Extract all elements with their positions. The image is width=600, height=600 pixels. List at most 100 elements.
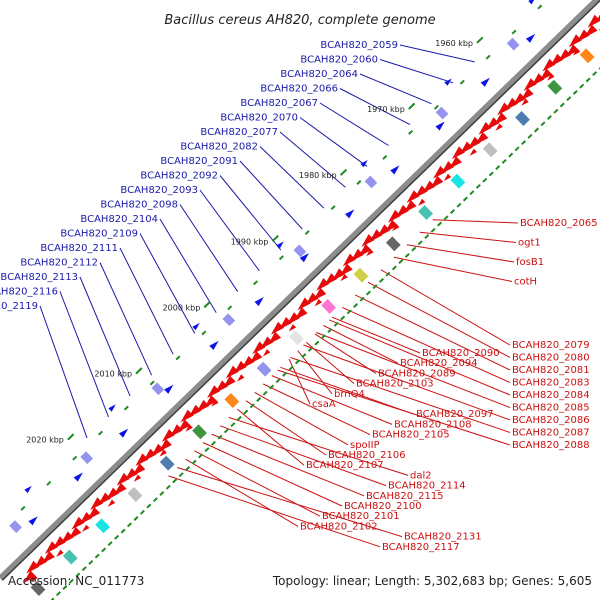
track-dash bbox=[68, 578, 74, 584]
reverse-gene-arrow bbox=[222, 375, 236, 389]
feature-box bbox=[579, 48, 595, 64]
feature-box bbox=[293, 244, 307, 258]
reverse-gene-arrow bbox=[30, 574, 38, 582]
reverse-gene-arrow bbox=[26, 560, 40, 574]
reverse-gene-label: csaA bbox=[312, 399, 336, 410]
forward-gene-arrow bbox=[73, 472, 83, 482]
forward-label-leader bbox=[239, 160, 303, 230]
track-dash bbox=[537, 4, 543, 10]
reverse-label-leader bbox=[329, 319, 511, 396]
reverse-gene-arrow bbox=[159, 449, 167, 457]
track-dash bbox=[417, 240, 423, 246]
reverse-gene-arrow bbox=[44, 541, 58, 554]
reverse-gene-arrow bbox=[495, 123, 503, 131]
forward-label-leader bbox=[279, 131, 346, 188]
reverse-gene-arrow bbox=[177, 419, 191, 433]
reverse-label-leader bbox=[202, 442, 343, 507]
reverse-gene-arrow bbox=[97, 492, 111, 506]
reverse-gene-label: BCAH820_2094 bbox=[400, 358, 478, 369]
reverse-label-leader bbox=[354, 294, 511, 371]
track-dash bbox=[314, 340, 320, 346]
scale-tick-label: 2020 kbp bbox=[26, 436, 64, 445]
reverse-label-leader bbox=[305, 341, 355, 384]
forward-label-leader bbox=[59, 291, 109, 418]
scale-tick-mark bbox=[476, 36, 484, 44]
reverse-gene-arrow bbox=[406, 190, 420, 203]
reverse-gene-arrow bbox=[565, 44, 579, 57]
track-dash bbox=[133, 516, 139, 521]
feature-box bbox=[127, 487, 143, 502]
scale-tick-mark bbox=[67, 433, 75, 441]
reverse-gene-arrow bbox=[539, 68, 553, 82]
reverse-gene-arrow bbox=[87, 507, 101, 520]
reverse-label-leader bbox=[194, 450, 321, 517]
forward-label-leader bbox=[199, 189, 260, 272]
feature-box bbox=[159, 455, 175, 471]
reverse-gene-arrow bbox=[584, 24, 598, 38]
reverse-gene-arrow bbox=[305, 292, 319, 306]
reverse-gene-arrow bbox=[151, 443, 165, 457]
track-dash bbox=[20, 505, 26, 511]
track-dash bbox=[243, 409, 249, 415]
reverse-gene-arrow bbox=[414, 185, 428, 199]
reverse-gene-arrow bbox=[237, 374, 245, 382]
reverse-gene-arrow bbox=[497, 102, 511, 116]
reverse-gene-arrow bbox=[350, 248, 364, 262]
forward-gene-arrow bbox=[209, 340, 219, 351]
reverse-gene-arrow bbox=[133, 474, 142, 482]
reverse-gene-arrow bbox=[369, 229, 383, 243]
gene-labels: BCAH820_2059 BCAH820_2060 BCAH820_2064 BCAH… bbox=[0, 40, 598, 553]
forward-label-leader bbox=[319, 102, 389, 146]
track-dash bbox=[175, 355, 181, 361]
reverse-gene-arrow bbox=[135, 453, 149, 467]
reverse-gene-label: BCAH820_2086 bbox=[512, 415, 590, 426]
reverse-gene-arrow bbox=[486, 117, 500, 130]
reverse-gene-arrow bbox=[90, 497, 104, 511]
reverse-gene-arrow bbox=[395, 204, 409, 218]
reverse-gene-arrow bbox=[204, 395, 218, 408]
scale-tick-label: 2010 kbp bbox=[94, 370, 132, 379]
reverse-gene-arrow bbox=[185, 424, 193, 432]
track-dash bbox=[508, 152, 514, 158]
forward-gene-label: BCAH820_2116 bbox=[0, 287, 58, 298]
reverse-gene-arrow bbox=[377, 224, 391, 238]
track-dash bbox=[408, 129, 414, 135]
feature-box bbox=[385, 236, 401, 252]
reverse-label-leader bbox=[316, 332, 511, 408]
reverse-gene-label: BCAH820_2065 bbox=[520, 218, 598, 229]
reverse-gene-arrow bbox=[116, 472, 130, 486]
forward-gene-label: BCAH820_2104 bbox=[80, 214, 158, 225]
track-dash bbox=[72, 455, 78, 461]
feature-box bbox=[435, 106, 449, 120]
reverse-gene-label: BCAH820_2131 bbox=[404, 532, 482, 543]
reverse-label-leader bbox=[341, 306, 511, 383]
reverse-gene-label: BCAH820_2079 bbox=[512, 340, 590, 351]
reverse-gene-arrow bbox=[180, 409, 194, 423]
reverse-gene-arrow bbox=[523, 78, 537, 91]
track-dash bbox=[359, 296, 365, 302]
forward-gene-label: BCAH820_2060 bbox=[300, 55, 378, 66]
reverse-gene-arrow bbox=[521, 98, 529, 106]
track-dash bbox=[81, 566, 87, 572]
track-dash bbox=[139, 509, 145, 515]
track-dash bbox=[127, 522, 132, 528]
scale-tick-label: 1960 kbp bbox=[435, 39, 473, 48]
reverse-gene-label: BCAH820_2102 bbox=[300, 521, 378, 532]
track-dash bbox=[185, 465, 191, 471]
forward-gene-label: BCAH820_2066 bbox=[260, 84, 338, 95]
track-dash bbox=[433, 104, 439, 110]
track-dash bbox=[62, 585, 68, 590]
track-dash bbox=[485, 54, 491, 60]
reverse-gene-label: BCAH820_2107 bbox=[306, 460, 384, 471]
reverse-label-leader bbox=[367, 281, 511, 358]
forward-gene-label: BCAH820_2091 bbox=[160, 156, 238, 167]
reverse-gene-label: BCAH820_2090 bbox=[422, 348, 500, 359]
genome-backbone bbox=[0, 0, 600, 581]
reverse-gene-arrow bbox=[233, 360, 247, 374]
accession-text: Accession: NC_011773 bbox=[8, 574, 144, 588]
reverse-gene-arrow bbox=[358, 244, 372, 257]
track-dash bbox=[88, 559, 94, 565]
reverse-gene-arrow bbox=[568, 34, 582, 48]
track-dash bbox=[456, 202, 462, 208]
